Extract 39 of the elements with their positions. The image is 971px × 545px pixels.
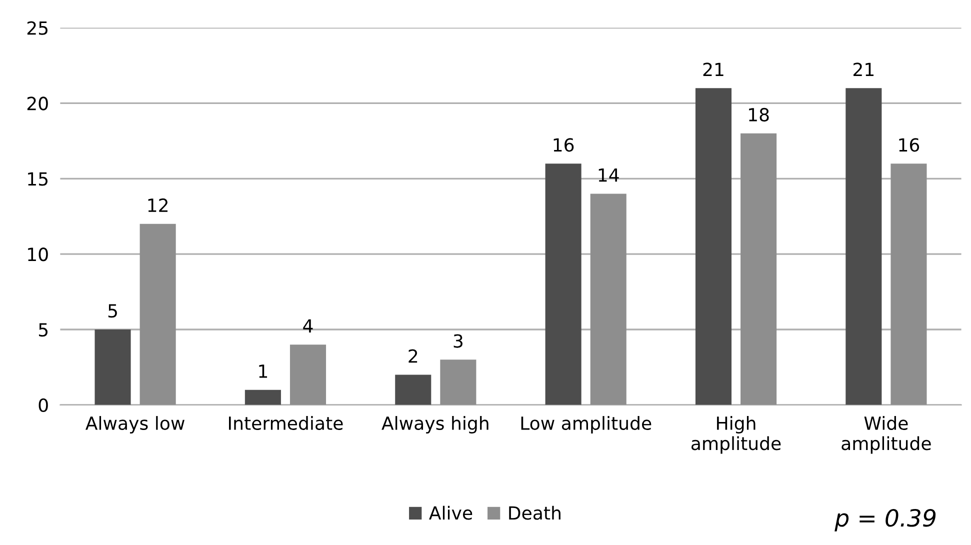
data-label: 4 <box>303 319 313 333</box>
x-tick-label: High amplitude <box>691 416 781 454</box>
data-label: 12 <box>148 198 168 212</box>
bar <box>440 360 476 405</box>
bar <box>846 88 882 405</box>
data-label: 2 <box>408 349 418 363</box>
x-tick-label: Always high <box>382 416 488 434</box>
y-tick-label: 25 <box>27 21 48 35</box>
bar <box>545 164 582 405</box>
y-tick-label: 0 <box>38 398 48 412</box>
data-label: 3 <box>454 334 462 348</box>
data-label: 18 <box>749 108 769 122</box>
data-label: 21 <box>703 62 724 76</box>
data-label: 16 <box>554 138 574 152</box>
bar <box>890 164 927 405</box>
legend-label: Alive <box>429 506 472 520</box>
x-tick-label: Intermediate <box>229 416 343 430</box>
data-label: 14 <box>598 168 619 182</box>
bar <box>590 194 626 405</box>
x-tick-label: Wide amplitude <box>842 416 931 454</box>
y-tick-label: 15 <box>28 172 48 186</box>
bar <box>740 133 777 405</box>
x-tick-label: Low amplitude <box>521 416 652 434</box>
data-label: 5 <box>108 304 117 318</box>
bar <box>695 88 732 405</box>
y-tick-label: 5 <box>38 323 48 337</box>
y-tick-label: 20 <box>27 96 48 110</box>
data-label: 21 <box>854 62 874 76</box>
text: p = 0.39 <box>834 508 936 532</box>
bar <box>244 390 281 405</box>
y-tick-label: 10 <box>28 248 48 262</box>
bar <box>290 344 326 405</box>
data-label: 1 <box>259 364 268 378</box>
x-tick-label: Always low <box>86 416 184 434</box>
legend-label: Death <box>509 506 560 520</box>
bar <box>395 374 432 405</box>
bar <box>94 330 131 405</box>
data-label: 16 <box>899 138 920 152</box>
bar <box>140 224 176 405</box>
